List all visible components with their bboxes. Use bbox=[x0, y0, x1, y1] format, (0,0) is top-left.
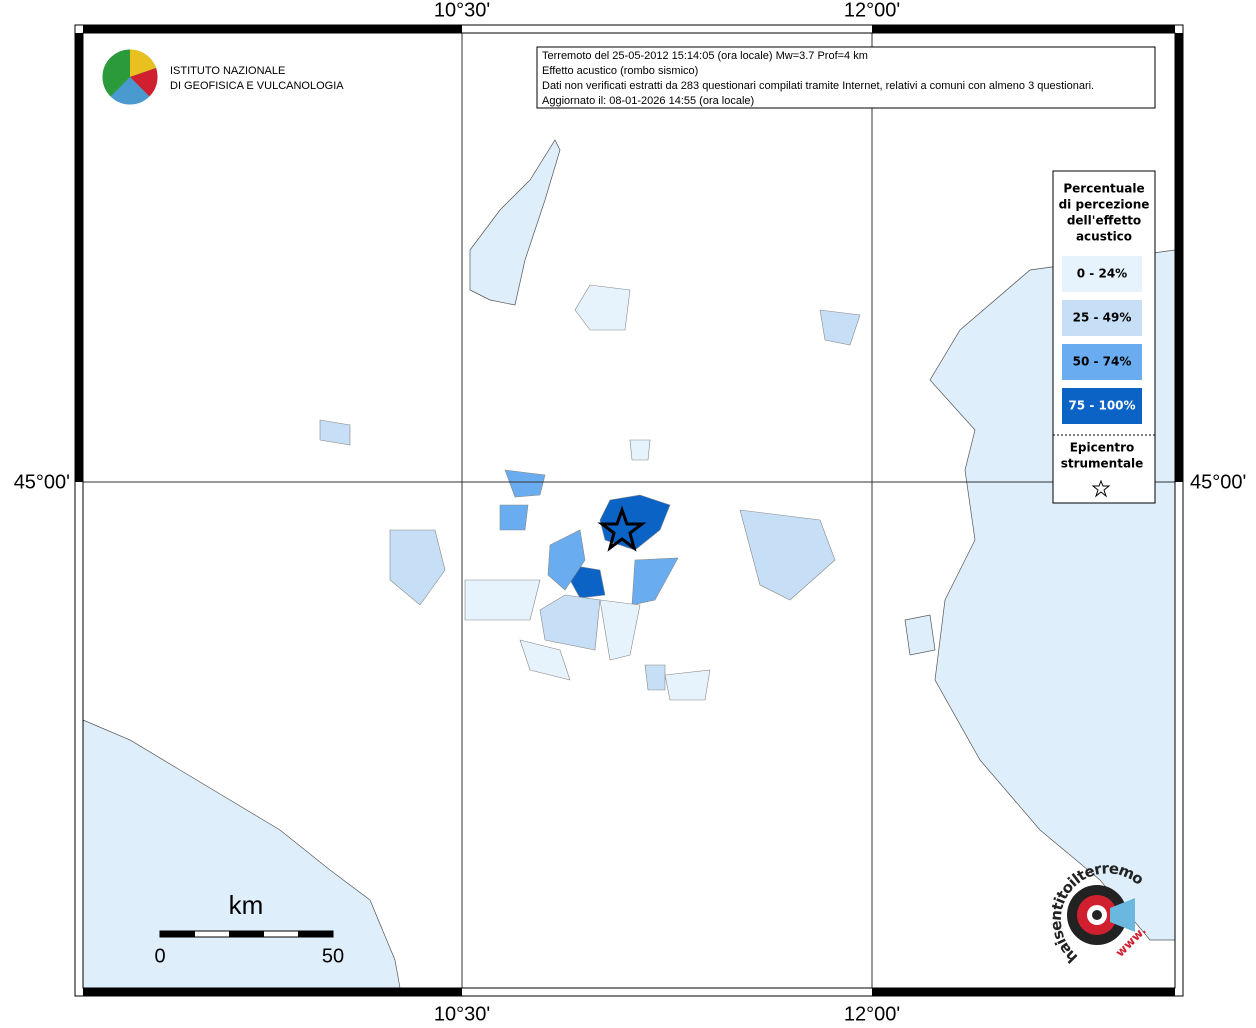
legend-title: di percezione bbox=[1059, 198, 1150, 212]
lon-label: 10°30' bbox=[434, 1003, 490, 1024]
municipality bbox=[819, 309, 861, 346]
info-line: Aggiornato il: 08-01-2026 14:55 (ora loc… bbox=[542, 95, 754, 107]
lon-label: 10°30' bbox=[434, 0, 490, 21]
legend-title: acustico bbox=[1076, 230, 1132, 244]
legend-epicenter: strumentale bbox=[1061, 457, 1144, 471]
municipality bbox=[644, 664, 666, 691]
lon-label: 12°00' bbox=[844, 1003, 900, 1024]
legend-label: 50 - 74% bbox=[1073, 355, 1132, 369]
municipality bbox=[519, 639, 571, 681]
ingv-logo: ISTITUTO NAZIONALE DI GEOFISICA E VULCAN… bbox=[101, 48, 344, 106]
legend-title: Percentuale bbox=[1063, 182, 1144, 196]
logo-text: DI GEOFISICA E VULCANOLOGIA bbox=[170, 80, 344, 92]
municipality bbox=[664, 669, 711, 701]
municipality bbox=[631, 557, 679, 606]
legend-star bbox=[1091, 479, 1111, 498]
municipality bbox=[504, 469, 546, 498]
municipality bbox=[599, 599, 641, 661]
frame bbox=[74, 24, 1184, 997]
legend-swatch bbox=[1062, 256, 1142, 292]
scale-unit: km bbox=[229, 890, 264, 920]
legend-label: 75 - 100% bbox=[1068, 399, 1135, 413]
info-box bbox=[536, 46, 1156, 109]
legend-title: dell'effetto bbox=[1067, 214, 1141, 228]
legend-swatch bbox=[1062, 300, 1142, 336]
lat-label: 45°00' bbox=[14, 471, 70, 493]
logo-text: ISTITUTO NAZIONALE bbox=[170, 65, 285, 77]
info-line: Effetto acustico (rombo sismico) bbox=[542, 65, 698, 77]
municipality bbox=[574, 284, 631, 331]
info-line: Dati non verificati estratti da 283 ques… bbox=[542, 80, 1094, 92]
legend-swatch bbox=[1062, 344, 1142, 380]
scale-bar: km 0 50 bbox=[154, 890, 344, 967]
municipality bbox=[739, 509, 836, 601]
lon-label: 12°00' bbox=[844, 0, 900, 21]
municipality bbox=[629, 439, 651, 461]
legend-swatch bbox=[1062, 388, 1142, 424]
legend-label: 0 - 24% bbox=[1077, 267, 1127, 281]
scale-label: 50 bbox=[322, 945, 344, 967]
graticule bbox=[83, 33, 1175, 988]
municipality bbox=[539, 594, 601, 651]
municipality bbox=[464, 579, 541, 621]
scale-label: 0 bbox=[154, 945, 165, 967]
lagoon bbox=[904, 614, 936, 656]
legend-label: 25 - 49% bbox=[1073, 311, 1132, 325]
municipality bbox=[319, 419, 351, 446]
municipality bbox=[499, 504, 529, 531]
legend-epicenter: Epicentro bbox=[1070, 441, 1135, 455]
info-line: Terremoto del 25-05-2012 15:14:05 (ora l… bbox=[542, 50, 868, 62]
epicenter-star bbox=[597, 505, 647, 552]
legend-box bbox=[1052, 170, 1156, 504]
municipality bbox=[547, 529, 586, 591]
lat-label: 45°00' bbox=[1190, 471, 1246, 493]
municipality bbox=[389, 529, 446, 606]
lake-garda bbox=[469, 139, 561, 306]
